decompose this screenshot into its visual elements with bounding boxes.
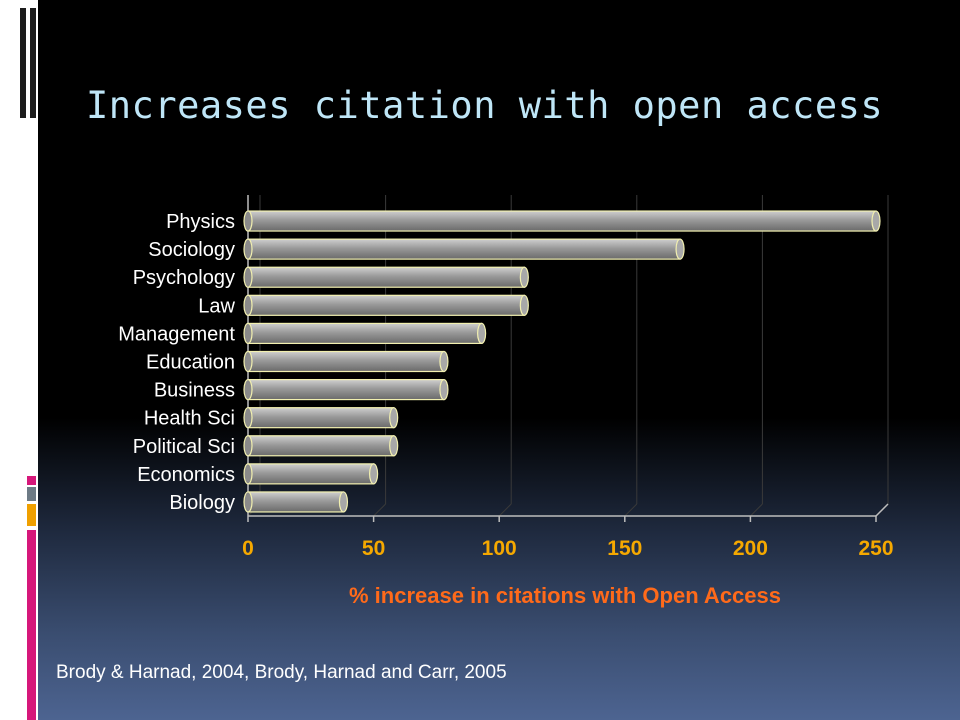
x-tick-label: 100 xyxy=(482,537,517,560)
x-tick-labels: 0 50 100 150 200 250 xyxy=(242,537,893,560)
category-label: Management xyxy=(118,323,235,345)
bar-biology xyxy=(243,491,349,513)
x-axis-depth xyxy=(875,503,889,517)
bar-law xyxy=(243,294,529,316)
bar-physics xyxy=(243,210,881,232)
bar-cap xyxy=(389,407,399,429)
bar-cap xyxy=(338,491,349,513)
bar-business xyxy=(243,378,449,401)
bar-cap xyxy=(389,435,399,457)
bar-body xyxy=(247,407,395,429)
chart-bars xyxy=(243,210,881,513)
category-label: Psychology xyxy=(133,267,235,289)
bar-base xyxy=(243,435,253,457)
bar-body xyxy=(247,238,681,260)
bar-base xyxy=(243,350,253,373)
gridline-floor xyxy=(750,503,763,517)
category-label: Sociology xyxy=(148,239,235,261)
category-label: Health Sci xyxy=(144,408,235,430)
slide-title: Increases citation with open access xyxy=(86,84,884,127)
bar-political-sci xyxy=(243,435,399,457)
category-label: Physics xyxy=(166,211,235,233)
bar-cap xyxy=(369,463,379,485)
slide-background xyxy=(38,0,960,720)
gridline-floor xyxy=(624,503,638,517)
bar-cap xyxy=(439,378,449,401)
category-label: Economics xyxy=(137,464,235,486)
category-label: Law xyxy=(198,295,235,317)
citation-text: Brody & Harnad, 2004, Brody, Harnad and … xyxy=(56,662,507,683)
bar-body xyxy=(247,210,877,232)
bar-health-sci xyxy=(243,407,399,429)
bar-cap xyxy=(675,238,685,260)
bar-base xyxy=(243,238,253,260)
bar-cap xyxy=(439,350,449,373)
bar-base xyxy=(243,491,253,513)
bar-body xyxy=(247,350,445,373)
bar-body xyxy=(247,463,375,485)
bar-base xyxy=(243,463,253,485)
bar-body xyxy=(247,322,483,345)
bar-education xyxy=(243,350,449,373)
x-axis-title: % increase in citations with Open Access xyxy=(349,583,781,608)
bar-body xyxy=(247,491,345,513)
bar-cap xyxy=(519,294,529,316)
bar-base xyxy=(243,378,253,401)
bar-body xyxy=(247,294,525,316)
bar-base xyxy=(243,210,253,232)
decor-bar-top-2 xyxy=(30,8,36,118)
category-label: Biology xyxy=(169,492,235,514)
x-tick-label: 200 xyxy=(733,537,768,560)
decor-square-magenta xyxy=(27,476,36,485)
gridline-floor xyxy=(373,503,386,517)
bar-body xyxy=(247,378,445,401)
bar-cap xyxy=(871,210,881,232)
bar-body xyxy=(247,266,525,288)
decor-bar-top xyxy=(20,8,26,118)
bar-body xyxy=(247,435,395,457)
bar-base xyxy=(243,266,253,288)
x-tick-label: 150 xyxy=(607,537,642,560)
bar-sociology xyxy=(243,238,685,260)
category-label: Business xyxy=(154,380,235,402)
bar-cap xyxy=(519,266,529,288)
bar-economics xyxy=(243,463,379,485)
bar-base xyxy=(243,322,253,345)
decor-square-gray xyxy=(27,487,36,501)
decor-bar-magenta xyxy=(27,530,36,720)
bar-management xyxy=(243,322,487,345)
bar-cap xyxy=(477,322,487,345)
category-labels: Physics Sociology Psychology Law Management E… xyxy=(118,211,235,514)
bar-base xyxy=(243,407,253,429)
category-label: Education xyxy=(146,352,235,374)
bar-base xyxy=(243,294,253,316)
category-label: Political Sci xyxy=(133,436,235,458)
decor-square-orange xyxy=(27,504,36,526)
bar-psychology xyxy=(243,266,529,288)
x-tick-label: 50 xyxy=(362,537,385,560)
x-tick-label: 250 xyxy=(858,537,893,560)
gridline-floor xyxy=(498,503,512,517)
x-tick-label: 0 xyxy=(242,537,254,560)
